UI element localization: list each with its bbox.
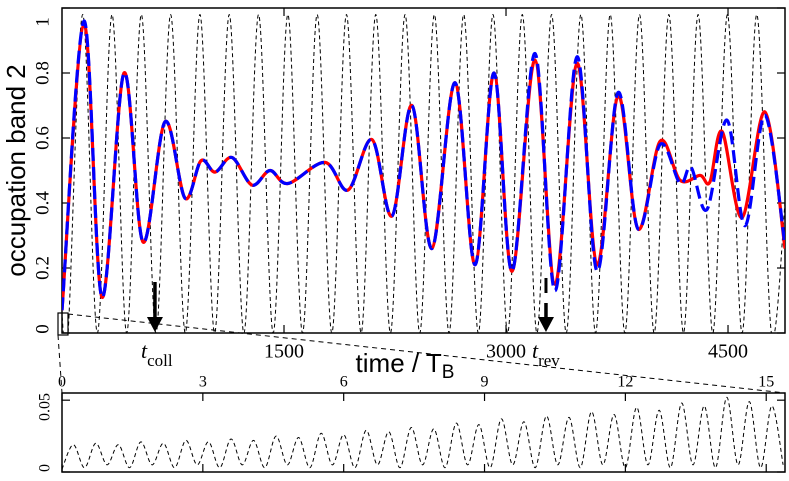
x-axis-label: time / TB — [356, 348, 455, 383]
x-axis-label-sub: B — [442, 362, 455, 383]
y-tick-label: 0.8 — [32, 61, 53, 85]
data-line — [62, 22, 785, 311]
annotation-arrowhead — [146, 317, 163, 332]
y-tick-label: 0.2 — [32, 256, 53, 280]
annotation-label-sub: rev — [538, 351, 560, 370]
zoom-line — [67, 313, 786, 394]
annotation-label: trev — [532, 338, 560, 370]
x-tick-label: 3000 — [486, 341, 526, 363]
x-tick-label: 6 — [340, 374, 348, 391]
x-tick-label: 1500 — [264, 341, 304, 363]
zoom-box — [57, 312, 69, 336]
annotation-label-main: t — [141, 338, 148, 363]
x-tick-label: 3 — [199, 374, 207, 391]
y-tick-label: 0.6 — [32, 126, 53, 150]
x-axis-label-main: time / T — [356, 348, 442, 378]
y-tick-label: 0 — [37, 464, 54, 472]
data-line — [62, 396, 784, 470]
annotation-label-sub: coll — [147, 351, 173, 370]
annotation-arrowhead — [537, 317, 554, 332]
x-tick-label: 15 — [758, 374, 774, 391]
y-tick-label: 0.05 — [37, 393, 54, 421]
y-axis-label: occupation band 2 — [1, 64, 31, 277]
inset-frame — [61, 392, 786, 473]
x-tick-label: 12 — [617, 374, 633, 391]
x-tick-label: 4500 — [708, 341, 748, 363]
plot-lines — [62, 396, 784, 470]
x-tick-label: 0 — [58, 374, 66, 391]
plot-lines — [62, 14, 785, 333]
y-tick-label: 1 — [32, 17, 53, 27]
y-tick-label: 0 — [32, 324, 53, 334]
data-line — [62, 19, 785, 311]
zoom-line — [57, 334, 63, 394]
annotation-label: tcoll — [141, 338, 173, 370]
annotation-label-main: t — [532, 338, 539, 363]
data-line — [62, 14, 785, 333]
y-tick-label: 0.4 — [32, 191, 53, 215]
x-tick-label: 9 — [481, 374, 489, 391]
main-frame — [61, 7, 786, 334]
